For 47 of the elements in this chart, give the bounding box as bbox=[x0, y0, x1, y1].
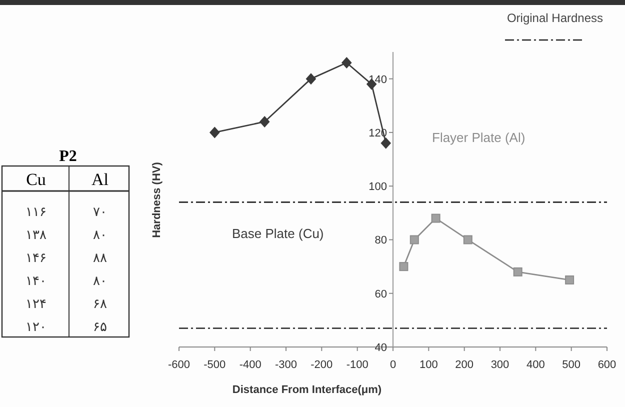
x-tick-label: -400 bbox=[239, 359, 262, 371]
text: P2 bbox=[59, 148, 77, 165]
text: ۸۸ bbox=[93, 250, 107, 265]
x-axis-title: Distance From Interface(μm) bbox=[232, 384, 382, 396]
point bbox=[463, 235, 472, 244]
x-tick-label: 300 bbox=[490, 359, 510, 371]
legend-title: Original Hardness bbox=[506, 11, 604, 25]
text: Flayer Plate (Al) bbox=[432, 130, 526, 145]
x-tick-label: 400 bbox=[526, 359, 545, 371]
x-tick-label: 200 bbox=[455, 359, 474, 371]
point bbox=[342, 57, 352, 68]
text: Al bbox=[92, 170, 109, 189]
x-tick-label: 600 bbox=[598, 359, 616, 371]
point bbox=[399, 262, 408, 272]
x-tick-label: -300 bbox=[274, 359, 298, 371]
text: ۶۸ bbox=[93, 296, 107, 311]
x-tick-label: 500 bbox=[562, 359, 581, 371]
point bbox=[380, 138, 391, 149]
text: ۸۰ bbox=[93, 227, 107, 242]
text: ۸۰ bbox=[93, 273, 107, 288]
text: ۷۰ bbox=[93, 204, 107, 219]
point bbox=[410, 235, 419, 244]
x-tick-label: -200 bbox=[310, 359, 333, 371]
point bbox=[210, 126, 220, 138]
x-tick-label: 100 bbox=[419, 359, 438, 371]
text: ۱۴۶ bbox=[26, 250, 46, 265]
y-tick-label: 80 bbox=[374, 234, 387, 247]
point bbox=[513, 267, 522, 276]
text: ۱۴۰ bbox=[26, 273, 46, 288]
text: ۱۳۸ bbox=[26, 227, 46, 242]
point bbox=[431, 214, 440, 223]
text: Base Plate (Cu) bbox=[232, 226, 324, 241]
point bbox=[260, 116, 270, 128]
x-tick-label: 0 bbox=[390, 359, 396, 371]
text: ۱۱۶ bbox=[26, 204, 46, 219]
text: ۶۵ bbox=[93, 319, 107, 334]
x-tick-label: -600 bbox=[168, 359, 190, 371]
point bbox=[306, 73, 316, 84]
x-tick-label: -500 bbox=[204, 359, 226, 371]
text: Cu bbox=[26, 170, 46, 189]
y-tick-label: 60 bbox=[374, 288, 387, 300]
y-axis-title: Hardness (HV) bbox=[151, 162, 163, 238]
text: ۱۲۴ bbox=[26, 296, 46, 311]
y-tick-label: 100 bbox=[368, 181, 387, 194]
text: ۱۲۰ bbox=[26, 319, 46, 334]
point bbox=[565, 275, 574, 284]
x-tick-label: -100 bbox=[346, 359, 368, 371]
